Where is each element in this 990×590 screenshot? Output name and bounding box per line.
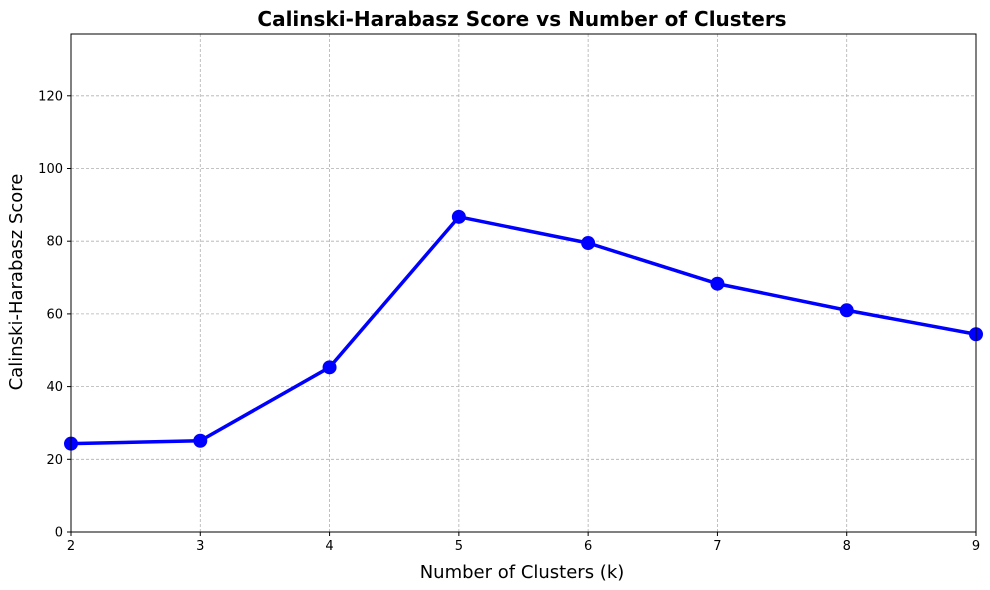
y-tick-label: 120	[38, 89, 63, 104]
data-point	[451, 209, 466, 224]
data-point	[839, 303, 854, 318]
data-point	[581, 236, 596, 251]
y-tick-label: 0	[55, 526, 63, 541]
data-point	[322, 360, 337, 375]
chart-title: Calinski-Harabasz Score vs Number of Clu…	[257, 7, 786, 31]
x-tick-label: 6	[584, 539, 592, 554]
data-point	[710, 276, 725, 291]
y-tick-label: 100	[38, 162, 63, 177]
x-tick-label: 4	[325, 539, 333, 554]
series-line	[69, 215, 978, 446]
y-tick-label: 60	[46, 307, 63, 322]
x-tick-label: 8	[843, 539, 851, 554]
ticks-group: 2 3 4 5 6 7 8 9 0 20 40 60 80 100 120	[38, 89, 980, 554]
x-axis-label: Number of Clusters (k)	[420, 562, 625, 583]
y-axis-label: Calinski-Harabasz Score	[6, 174, 27, 391]
x-tick-label: 5	[455, 539, 463, 554]
x-tick-label: 2	[67, 539, 75, 554]
grid	[70, 34, 977, 533]
plot-frame	[70, 33, 977, 533]
data-point	[193, 433, 208, 448]
series-group	[64, 209, 983, 451]
y-tick-label: 40	[46, 380, 63, 395]
y-tick-label: 20	[46, 453, 63, 468]
x-tick-label: 3	[196, 539, 204, 554]
x-tick-label: 9	[972, 539, 980, 554]
y-tick-label: 80	[46, 235, 63, 250]
x-tick-label: 7	[713, 539, 721, 554]
